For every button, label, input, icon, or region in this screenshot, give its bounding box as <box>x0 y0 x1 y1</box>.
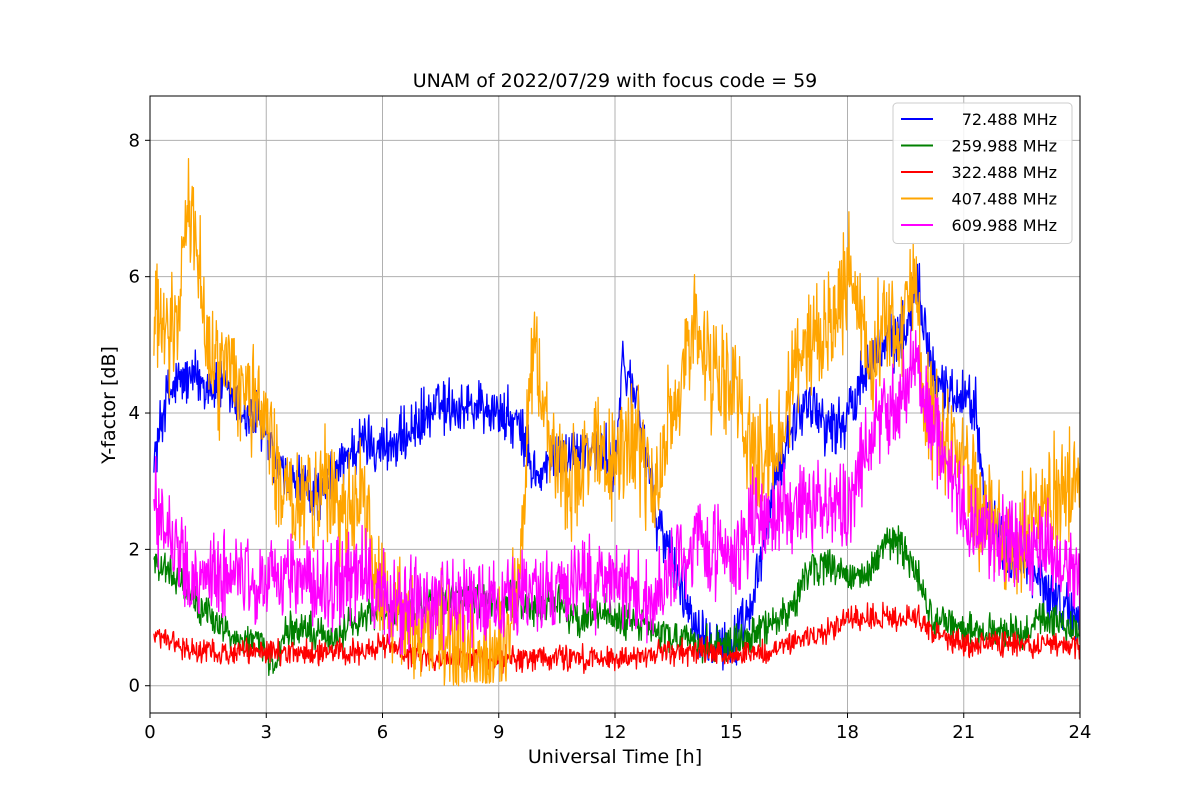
series-line <box>153 525 1080 677</box>
series-lines <box>153 158 1080 687</box>
y-axis-label: Y-factor [dB] <box>98 346 120 465</box>
x-axis-label: Universal Time [h] <box>528 746 702 768</box>
y-tick-label: 8 <box>129 130 140 151</box>
y-tick-label: 4 <box>129 403 140 424</box>
y-tick-label: 6 <box>129 267 140 288</box>
x-tick-label: 3 <box>261 722 272 743</box>
legend-entry-label: 609.988 MHz <box>952 216 1057 235</box>
legend: 72.488 MHz 259.988 MHz 322.488 MHz 407.488 … <box>892 102 1073 244</box>
y-tick-label: 0 <box>129 676 140 697</box>
legend-entry-label: 259.988 MHz <box>952 137 1057 156</box>
x-tick-label: 6 <box>377 722 388 743</box>
x-tick-label: 24 <box>1069 722 1092 743</box>
legend-box <box>892 102 1073 244</box>
x-tick-label: 0 <box>144 722 155 743</box>
x-tick-label: 12 <box>604 722 627 743</box>
series-line <box>153 329 1080 656</box>
chart-title: UNAM of 2022/07/29 with focus code = 59 <box>413 70 818 92</box>
x-tick-label: 18 <box>836 722 859 743</box>
legend-entry-label: 72.488 MHz <box>962 110 1057 129</box>
y-tick-label: 2 <box>129 539 140 560</box>
legend-entry-label: 322.488 MHz <box>952 163 1057 182</box>
series-line <box>153 158 1080 687</box>
x-tick-label: 15 <box>720 722 743 743</box>
x-tick-label: 9 <box>493 722 504 743</box>
legend-entry-label: 407.488 MHz <box>952 190 1057 209</box>
series-line <box>153 601 1080 674</box>
x-tick-label: 21 <box>952 722 975 743</box>
